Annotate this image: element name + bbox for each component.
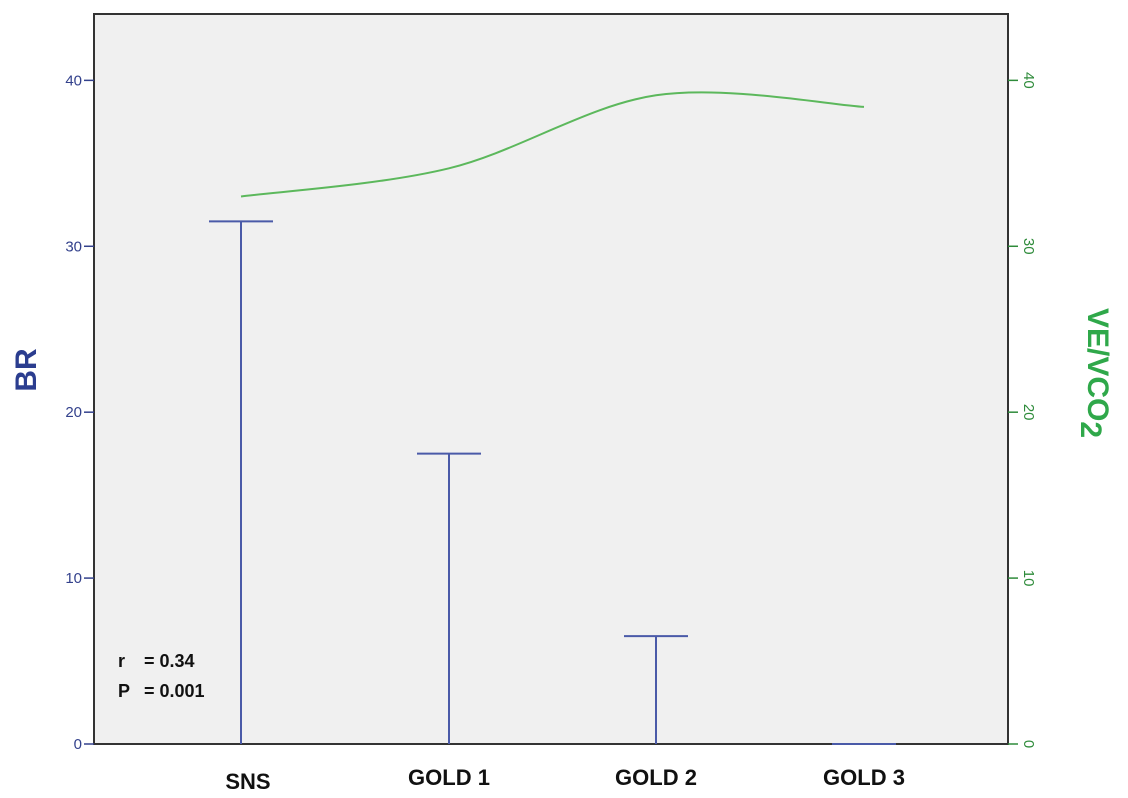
category-label: GOLD 3 <box>823 765 905 790</box>
r-value: = 0.34 <box>144 651 195 671</box>
right-axis-title-sub: 2 <box>1074 421 1107 438</box>
left-tick-label: 40 <box>65 72 82 89</box>
right-tick-label: 40 <box>1020 72 1037 89</box>
category-label: GOLD 1 <box>408 765 490 790</box>
right-axis: 0 10 20 30 40 <box>1008 72 1037 748</box>
p-value: = 0.001 <box>144 681 205 701</box>
left-tick-label: 20 <box>65 404 82 421</box>
right-tick-label: 10 <box>1020 570 1037 587</box>
right-tick-label: 0 <box>1020 740 1037 748</box>
right-axis-title: VE/VCO2 <box>1074 308 1114 438</box>
left-tick-label: 0 <box>74 736 82 753</box>
plot-area <box>94 14 1008 744</box>
p-label: P <box>118 681 130 701</box>
left-tick-label: 30 <box>65 238 82 255</box>
r-label: r <box>118 651 125 671</box>
left-tick-label: 10 <box>65 570 82 587</box>
right-axis-title-main: VE/VCO <box>1081 308 1114 421</box>
left-axis-title: BR <box>10 348 43 392</box>
right-tick-label: 20 <box>1020 404 1037 421</box>
category-labels: SNS GOLD 1 GOLD 2 GOLD 3 <box>225 765 905 794</box>
left-axis: 0 10 20 30 40 <box>65 72 94 753</box>
category-label: GOLD 2 <box>615 765 697 790</box>
category-label: SNS <box>225 769 270 794</box>
right-tick-label: 30 <box>1020 238 1037 255</box>
